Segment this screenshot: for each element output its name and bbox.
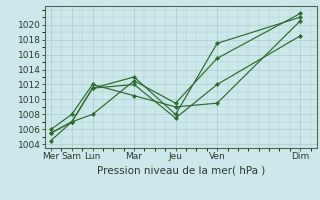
X-axis label: Pression niveau de la mer( hPa ): Pression niveau de la mer( hPa ) <box>97 165 265 175</box>
